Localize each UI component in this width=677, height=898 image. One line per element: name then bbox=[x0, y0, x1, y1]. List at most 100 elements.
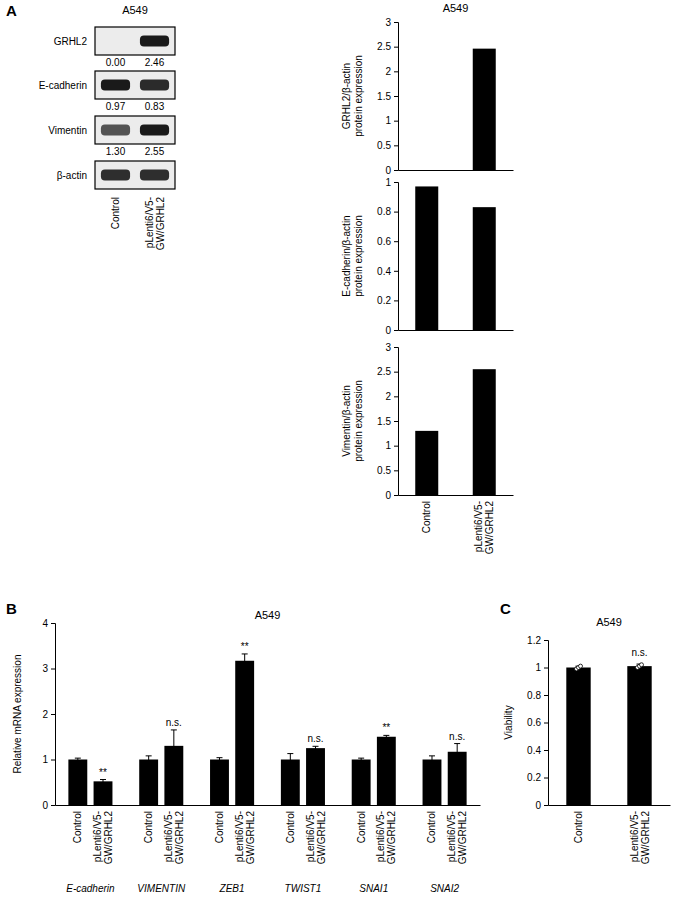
bar bbox=[423, 760, 442, 806]
bar bbox=[139, 760, 158, 806]
row-label: GRHL2 bbox=[54, 36, 88, 47]
y-axis: 00.20.40.60.811.2 bbox=[527, 635, 548, 811]
x-axis-line bbox=[549, 805, 671, 806]
series-label: pLenti6/V5-GW/GRHL2 bbox=[92, 811, 114, 865]
chart-title: A549 bbox=[255, 609, 281, 621]
y-axis-line bbox=[394, 183, 399, 331]
x-tick: E-cadherin bbox=[66, 805, 115, 894]
y-axis-line bbox=[544, 641, 549, 806]
y-tick: 1 bbox=[385, 440, 398, 451]
tick-label: pLenti6/V5-GW/GRHL2 bbox=[473, 501, 495, 555]
y-tick: 0.8 bbox=[527, 690, 548, 701]
blot-band bbox=[140, 169, 169, 180]
error-cap bbox=[383, 735, 389, 736]
x-axis: Control pLenti6/V5-GW/GRHL2 bbox=[399, 495, 514, 554]
x-tick: TWIST1 bbox=[285, 805, 322, 894]
tick-label: 2 bbox=[42, 709, 48, 720]
tick-label: 0.6 bbox=[377, 236, 391, 247]
x-axis-line bbox=[56, 805, 481, 806]
annotation: ** bbox=[99, 767, 107, 778]
y-axis-title: GRHL2/β-actinprotein expression bbox=[341, 55, 364, 137]
x-tick: Control bbox=[573, 805, 584, 843]
bar bbox=[415, 170, 438, 171]
series-label: Control bbox=[426, 811, 437, 843]
chart-title: A549 bbox=[596, 616, 622, 628]
tick-mark bbox=[394, 446, 398, 447]
tick-label: TWIST1 bbox=[285, 883, 322, 894]
error-cap bbox=[242, 653, 248, 654]
tick-label: 1 bbox=[42, 754, 48, 765]
lane-label: pLenti6/V5-GW/GRHL2 bbox=[144, 197, 166, 251]
tick-label: SNAI1 bbox=[359, 883, 388, 894]
bar bbox=[281, 760, 300, 806]
row-label: E-cadherin bbox=[39, 80, 87, 91]
y-axis-title: Vimentin/β-actinprotein expression bbox=[341, 380, 364, 462]
bar bbox=[352, 760, 371, 806]
series-label: Control bbox=[214, 811, 225, 843]
y-tick: 3 bbox=[42, 663, 55, 674]
y-tick: 1 bbox=[42, 754, 55, 765]
error-cap bbox=[75, 758, 81, 759]
tick-label: 0.8 bbox=[377, 206, 391, 217]
y-axis-title: E-cadherin/β-actinprotein expression bbox=[341, 215, 364, 297]
x-tick: pLenti6/V5-GW/GRHL2 bbox=[629, 805, 651, 864]
y-axis-title-line: protein expression bbox=[353, 380, 364, 462]
tick-mark bbox=[51, 669, 55, 670]
tick-label: pLenti6/V5-GW/GRHL2 bbox=[629, 811, 651, 865]
error-stem bbox=[173, 730, 174, 762]
y-tick: 0.4 bbox=[527, 745, 548, 756]
value-label: 1.30 bbox=[106, 146, 126, 157]
tick-mark bbox=[544, 750, 548, 751]
y-tick: 2 bbox=[385, 66, 398, 77]
blot-band bbox=[101, 79, 130, 90]
chart-title: A549 bbox=[443, 2, 469, 14]
error-bar bbox=[100, 780, 106, 784]
tick-label: 1 bbox=[385, 177, 391, 188]
y-axis-title-line: Vimentin/β-actin bbox=[341, 385, 352, 457]
tick-label: 4 bbox=[42, 618, 48, 629]
blot-frame bbox=[95, 116, 175, 144]
y-axis-title-line: protein expression bbox=[353, 215, 364, 297]
tick-label: 0.5 bbox=[377, 465, 391, 476]
bar bbox=[306, 748, 325, 805]
bar bbox=[473, 369, 496, 495]
value-label: 2.55 bbox=[145, 146, 165, 157]
panel-letter: A bbox=[6, 2, 17, 19]
y-tick: 1 bbox=[385, 177, 398, 188]
tick-label: 3 bbox=[42, 663, 48, 674]
blot-frame bbox=[95, 71, 175, 99]
bars bbox=[566, 663, 651, 805]
bars bbox=[473, 49, 496, 170]
lane-label: Control bbox=[110, 197, 121, 229]
x-tick: pLenti6/V5-GW/GRHL2 bbox=[473, 495, 495, 554]
x-tick: Control bbox=[421, 495, 432, 533]
tick-mark bbox=[394, 300, 398, 301]
x-tick: SNAI1 bbox=[359, 805, 388, 894]
annotation: n.s. bbox=[449, 731, 465, 742]
x-axis-line bbox=[399, 495, 514, 496]
y-tick: 0.8 bbox=[377, 206, 398, 217]
value-label: 0.97 bbox=[106, 101, 126, 112]
error-stem bbox=[431, 756, 432, 763]
tick-label: 0.2 bbox=[377, 295, 391, 306]
blot-band bbox=[140, 35, 169, 46]
error-bar bbox=[75, 758, 81, 761]
tick-label: 0.8 bbox=[527, 690, 541, 701]
tick-label: 0.2 bbox=[527, 772, 541, 783]
error-cap bbox=[313, 746, 319, 747]
error-cap bbox=[216, 757, 222, 758]
bar bbox=[377, 737, 396, 805]
series-label: Control bbox=[285, 811, 296, 843]
y-tick: 0.6 bbox=[377, 236, 398, 247]
value-label: 0.83 bbox=[145, 101, 165, 112]
tick-mark bbox=[394, 145, 398, 146]
error-bar bbox=[216, 758, 222, 762]
tick-mark bbox=[544, 695, 548, 696]
tick-mark bbox=[544, 778, 548, 779]
y-tick: 2 bbox=[385, 391, 398, 402]
tick-mark bbox=[51, 760, 55, 761]
tick-label: 2 bbox=[385, 391, 391, 402]
tick-mark bbox=[544, 723, 548, 724]
y-axis: 01234 bbox=[42, 618, 55, 811]
tick-mark bbox=[544, 805, 548, 806]
